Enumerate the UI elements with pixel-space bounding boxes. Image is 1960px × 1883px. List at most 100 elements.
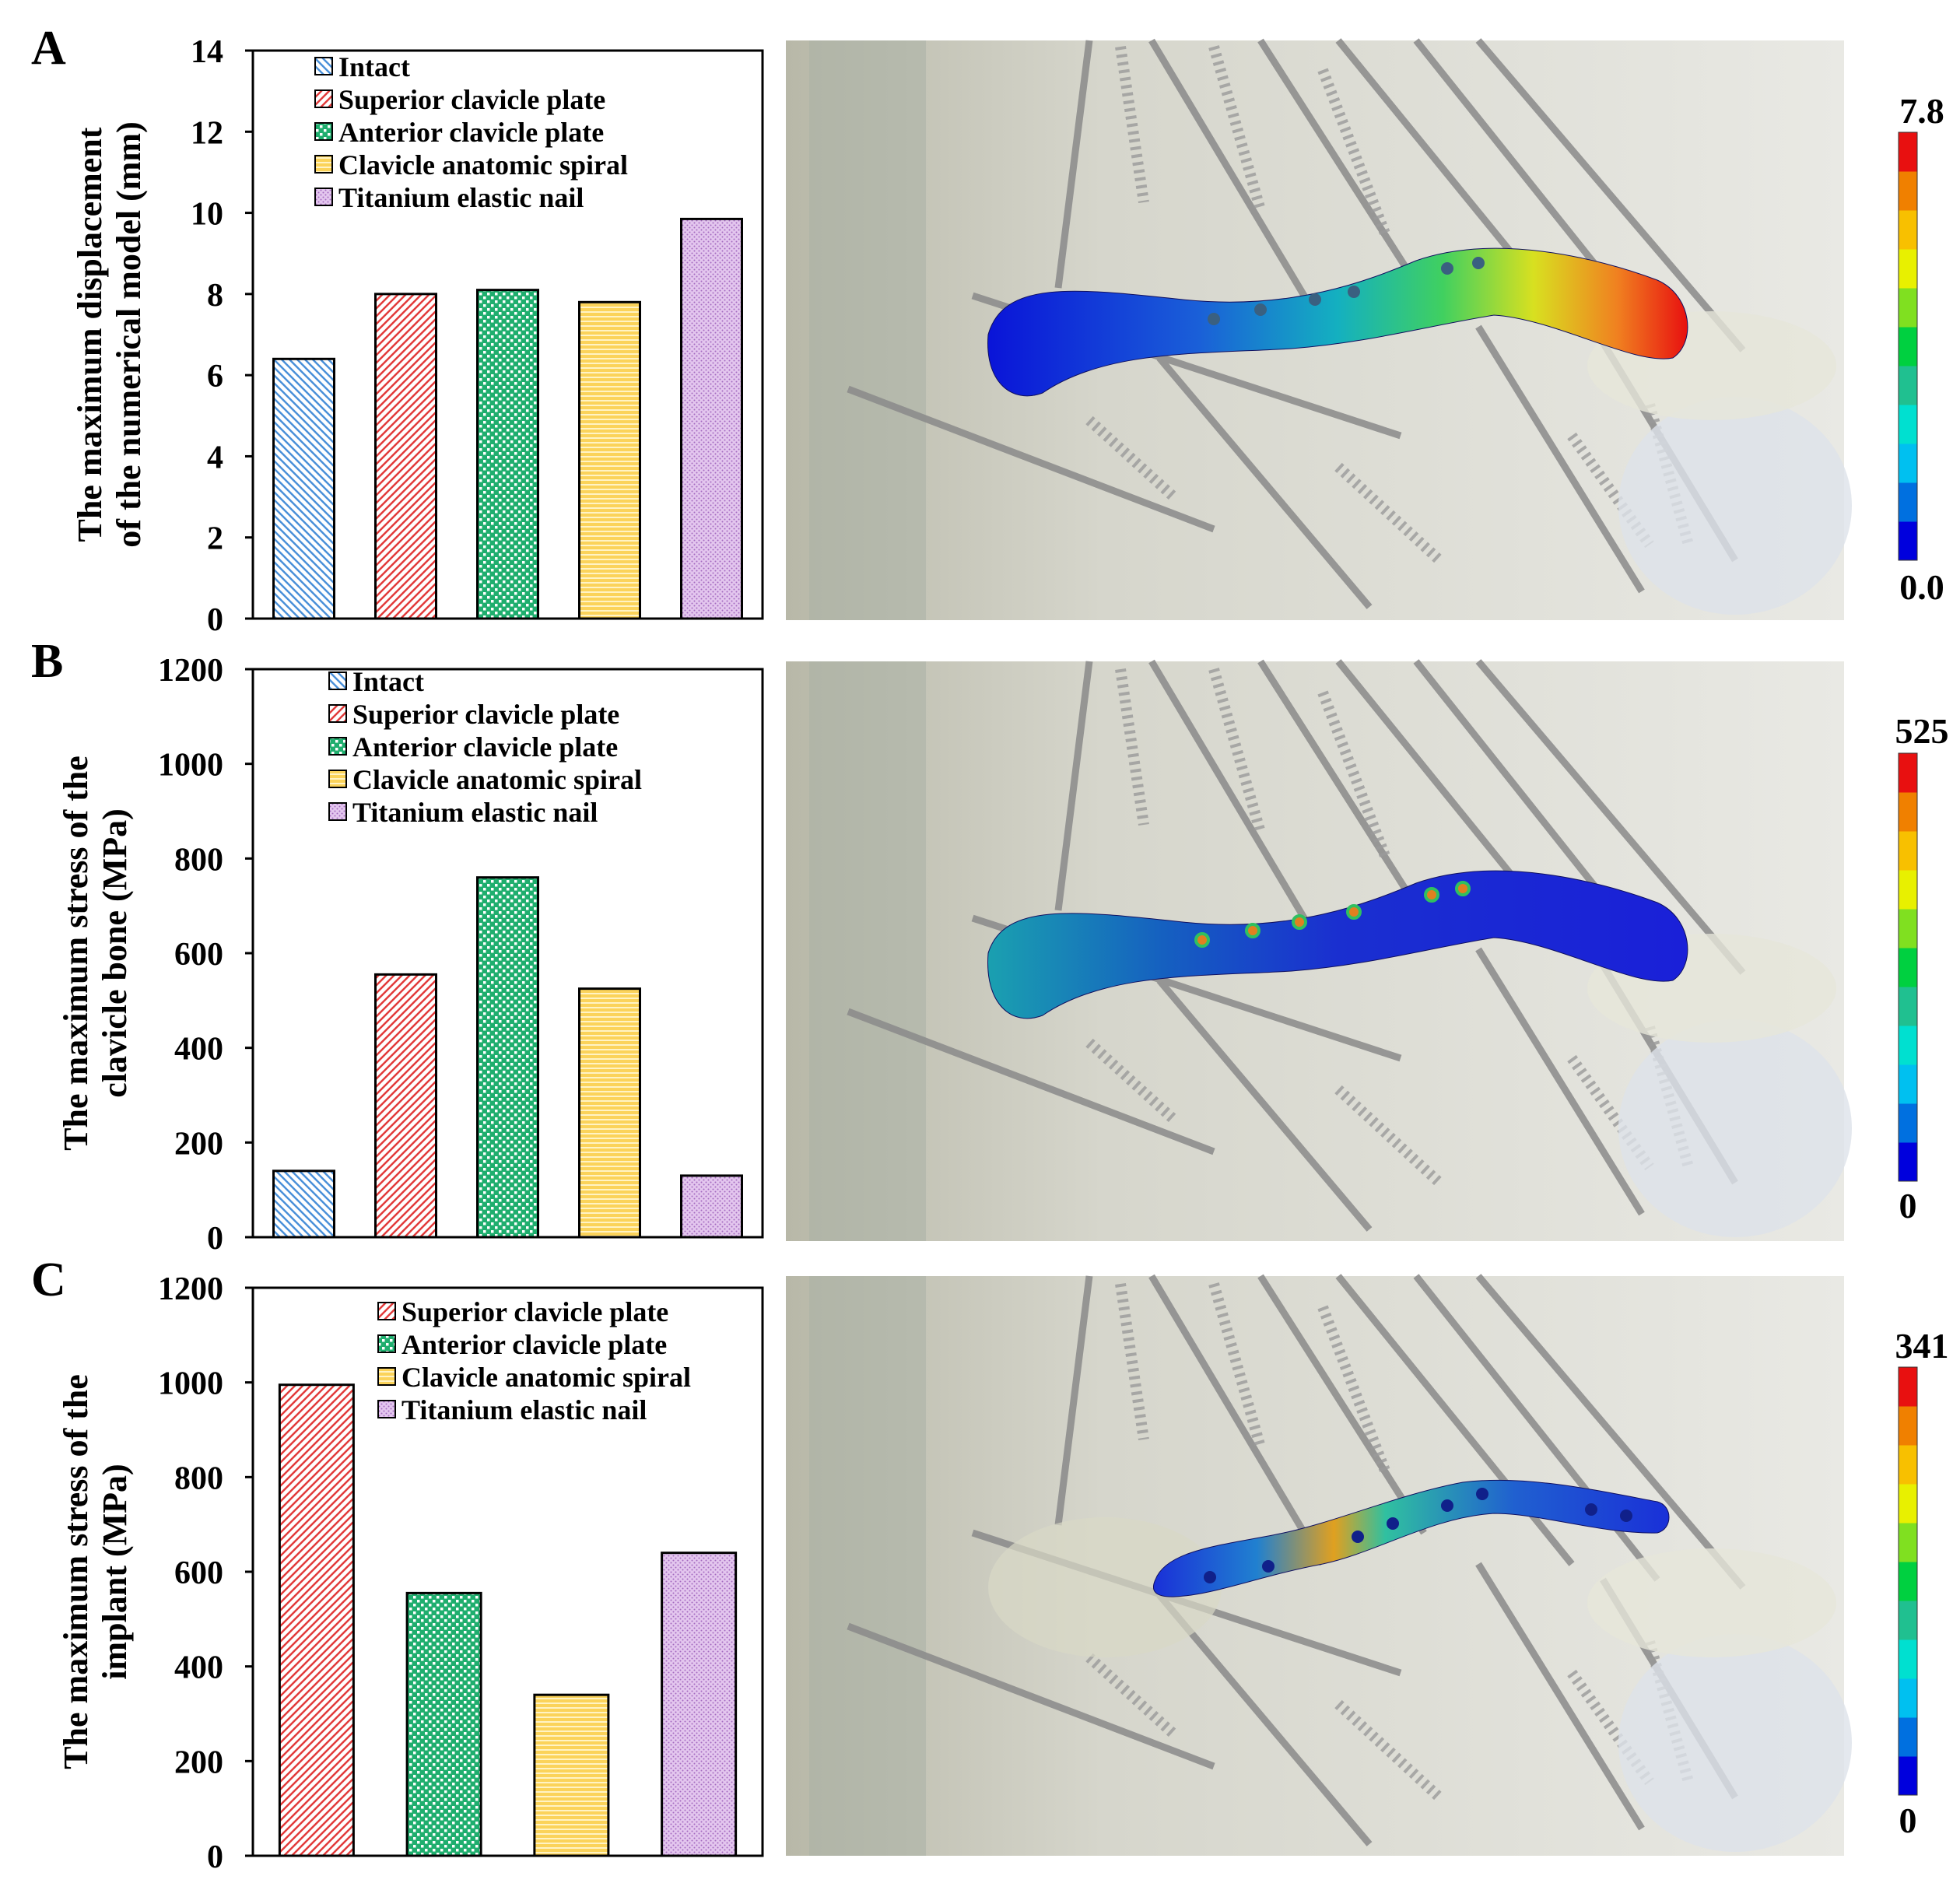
bar-titanium-elastic-nail	[680, 1174, 743, 1239]
colorbar-segment	[1899, 405, 1917, 444]
colorbar-segment	[1899, 521, 1917, 561]
colorbar-a-min-label: 0.0	[1899, 567, 1944, 607]
colorbar-frame	[1898, 752, 1918, 1182]
colorbar-segment	[1899, 171, 1917, 211]
y-axis-label: The maximum displacement	[71, 127, 109, 542]
colorbar-segment	[1899, 1678, 1917, 1718]
y-axis-label: The maximum stress of the	[57, 756, 95, 1151]
chart-panel-c: 0 200 400 600 800 1000 1200 The maximum stress …	[57, 1271, 764, 1875]
colorbar-segment	[1899, 1601, 1917, 1640]
legend-label-intact: Intact	[352, 666, 424, 697]
colorbar-frame	[1898, 131, 1918, 561]
bar-clavicle-anatomic-spiral	[578, 300, 641, 620]
y-tick-label: 2	[207, 521, 223, 557]
legend-swatch-anterior-clavicle-plate	[377, 1334, 396, 1353]
colorbar-segment	[1899, 753, 1917, 793]
colorbar-segment	[1899, 1717, 1917, 1757]
colorbar-segment	[1899, 1142, 1917, 1182]
legend-label-titanium-elastic-nail: Titanium elastic nail	[401, 1394, 647, 1425]
y-tick-label: 6	[207, 359, 223, 394]
legend-label-superior-clavicle-plate: Superior clavicle plate	[338, 84, 605, 115]
legend-swatch-superior-clavicle-plate	[377, 1302, 396, 1320]
panel-letter-b: B	[31, 635, 63, 688]
colorbar-segment	[1899, 948, 1917, 987]
colorbar-segment	[1899, 1064, 1917, 1104]
bar-titanium-elastic-nail	[680, 217, 743, 620]
bar-intact	[272, 357, 335, 620]
legend-swatch-anterior-clavicle-plate	[314, 122, 333, 141]
colorbar-segment	[1899, 210, 1917, 250]
legend-swatch-anterior-clavicle-plate	[328, 737, 347, 756]
colorbar-segment	[1899, 482, 1917, 522]
colorbar-segment	[1899, 1445, 1917, 1485]
colorbar-c-min-label: 0	[1899, 1801, 1917, 1840]
colorbar-segment	[1899, 1026, 1917, 1065]
y-tick-label: 200	[174, 1126, 223, 1162]
y-tick-label: 600	[174, 1555, 223, 1591]
legend-swatch-intact	[314, 57, 333, 75]
fem-image-b	[786, 659, 1852, 1241]
legend-label-intact: Intact	[338, 51, 410, 82]
y-axis-label: The maximum stress of the	[57, 1374, 95, 1769]
y-tick-label: 10	[191, 197, 223, 233]
legend-label-titanium-elastic-nail: Titanium elastic nail	[338, 182, 584, 213]
y-tick-label: 12	[191, 115, 223, 151]
bar-clavicle-anatomic-spiral	[533, 1693, 610, 1857]
colorbar-segment	[1899, 987, 1917, 1026]
legend-swatch-clavicle-anatomic-spiral	[314, 155, 333, 174]
y-axis-label: of the numerical model (mm)	[110, 121, 148, 547]
bar-superior-clavicle-plate	[374, 293, 437, 620]
colorbar-segment	[1899, 1562, 1917, 1601]
colorbar-segment	[1899, 288, 1917, 328]
colorbar-segment	[1899, 870, 1917, 910]
y-axis-label: clavicle bone (MPa)	[96, 808, 134, 1097]
y-tick-label: 1000	[158, 748, 223, 784]
bar-anterior-clavicle-plate	[405, 1591, 482, 1857]
colorbar-a	[1898, 131, 1918, 561]
legend-label-titanium-elastic-nail: Titanium elastic nail	[352, 797, 598, 828]
legend-label-superior-clavicle-plate: Superior clavicle plate	[401, 1296, 668, 1327]
colorbar-segment	[1899, 792, 1917, 832]
legend-label-anterior-clavicle-plate: Anterior clavicle plate	[338, 117, 604, 148]
legend-swatch-superior-clavicle-plate	[328, 704, 347, 723]
bar-superior-clavicle-plate	[278, 1383, 355, 1857]
colorbar-segment	[1899, 1639, 1917, 1679]
bar-titanium-elastic-nail	[661, 1552, 738, 1857]
bar-superior-clavicle-plate	[374, 973, 437, 1239]
y-tick-label: 400	[174, 1650, 223, 1686]
colorbar-b-min-label: 0	[1899, 1186, 1917, 1226]
y-tick-label: 800	[174, 1460, 223, 1496]
panel-letter-a: A	[31, 22, 66, 75]
bar-clavicle-anatomic-spiral	[578, 987, 641, 1239]
chart-panel-b: 0 200 400 600 800 1000 1200 The maximum stress …	[57, 653, 764, 1257]
colorbar-b-max-label: 525	[1895, 711, 1949, 751]
y-tick-label: 8	[207, 278, 223, 314]
fem-image-a	[786, 38, 1852, 620]
colorbar-segment	[1899, 1484, 1917, 1524]
y-tick-label: 0	[207, 1221, 223, 1257]
colorbar-segment	[1899, 831, 1917, 871]
colorbar-segment	[1899, 249, 1917, 289]
bar-anterior-clavicle-plate	[476, 876, 539, 1239]
y-tick-label: 0	[207, 602, 223, 638]
bar-anterior-clavicle-plate	[476, 289, 539, 620]
colorbar-b	[1898, 752, 1918, 1182]
legend-label-anterior-clavicle-plate: Anterior clavicle plate	[401, 1329, 667, 1360]
legend-label-clavicle-anatomic-spiral: Clavicle anatomic spiral	[352, 764, 642, 795]
colorbar-segment	[1899, 1406, 1917, 1446]
legend-label-anterior-clavicle-plate: Anterior clavicle plate	[352, 731, 618, 763]
panel-letter-c: C	[31, 1254, 66, 1306]
colorbar-segment	[1899, 1367, 1917, 1407]
colorbar-segment	[1899, 444, 1917, 483]
y-tick-label: 4	[207, 440, 223, 475]
legend-swatch-clavicle-anatomic-spiral	[328, 770, 347, 788]
colorbar-frame	[1898, 1366, 1918, 1796]
legend-label-clavicle-anatomic-spiral: Clavicle anatomic spiral	[338, 149, 628, 181]
y-tick-label: 1200	[158, 653, 223, 689]
legend-label-clavicle-anatomic-spiral: Clavicle anatomic spiral	[401, 1362, 691, 1393]
colorbar-segment	[1899, 132, 1917, 172]
y-tick-label: 800	[174, 842, 223, 878]
legend-swatch-titanium-elastic-nail	[328, 802, 347, 821]
y-tick-label: 1200	[158, 1271, 223, 1307]
